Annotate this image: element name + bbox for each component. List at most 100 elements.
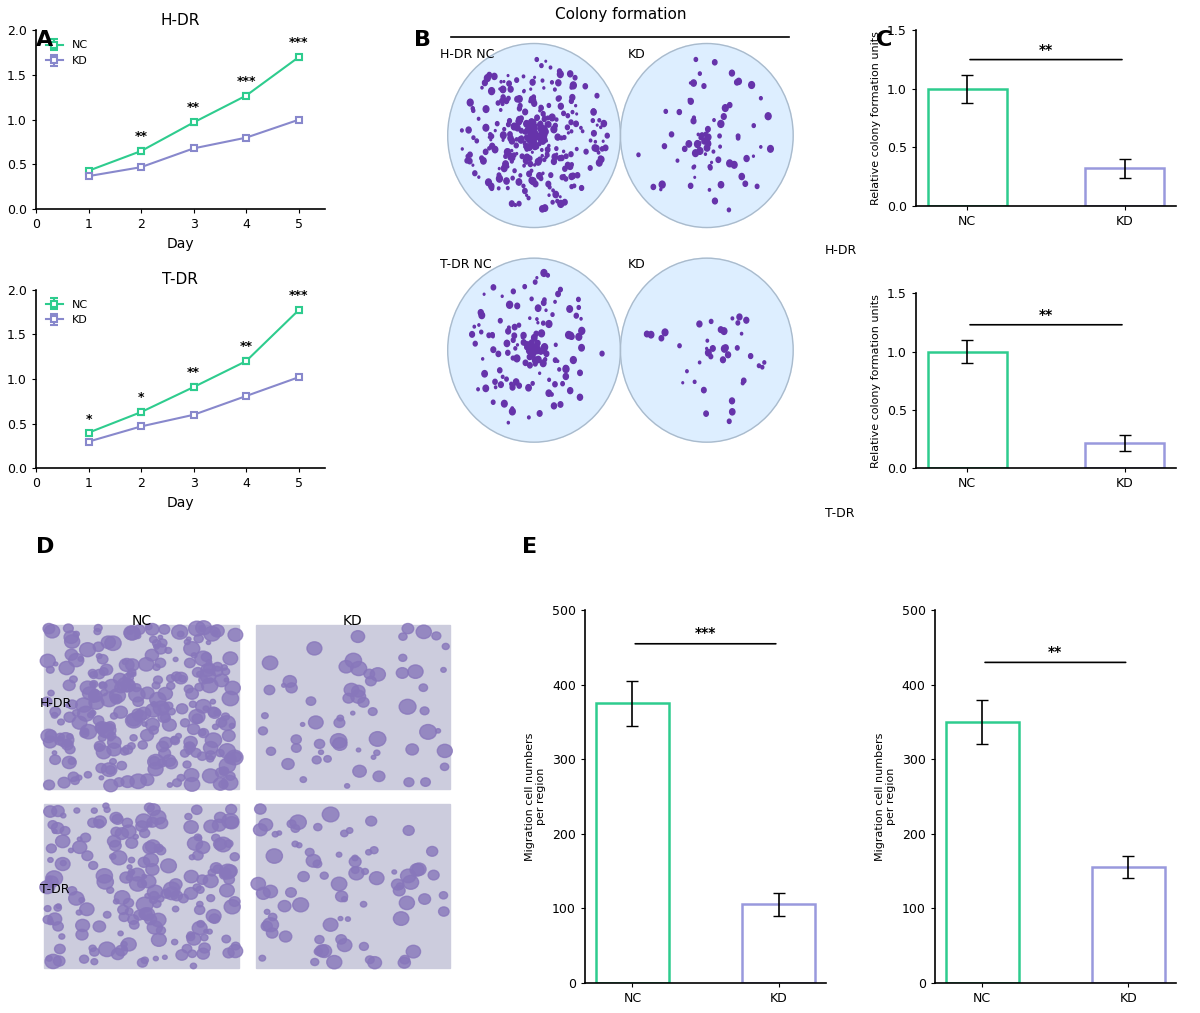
Circle shape [126,658,139,671]
Circle shape [569,152,574,157]
Circle shape [185,639,190,644]
Circle shape [150,636,157,643]
Circle shape [575,313,578,318]
Circle shape [556,134,560,140]
Circle shape [215,837,232,852]
Circle shape [396,883,403,889]
Text: KD: KD [628,48,646,61]
Circle shape [73,631,79,637]
Circle shape [394,885,406,895]
Circle shape [526,194,528,197]
Circle shape [708,165,712,169]
Circle shape [398,654,407,661]
Circle shape [149,891,158,900]
Circle shape [582,130,583,133]
Circle shape [152,901,161,908]
Circle shape [43,623,55,634]
Circle shape [89,696,104,709]
Circle shape [560,175,564,179]
Circle shape [145,840,160,853]
Circle shape [151,933,167,946]
Circle shape [158,712,169,722]
Circle shape [100,776,103,780]
Circle shape [403,875,419,889]
Circle shape [140,774,154,785]
Circle shape [185,870,198,882]
Circle shape [140,908,155,921]
Circle shape [44,625,60,638]
Circle shape [524,154,530,161]
Circle shape [364,670,374,679]
Circle shape [412,863,426,875]
Circle shape [352,867,359,873]
Circle shape [338,917,343,921]
Circle shape [534,143,536,145]
Circle shape [577,298,580,302]
Circle shape [210,625,224,637]
Circle shape [500,132,506,139]
Circle shape [114,706,127,718]
Circle shape [205,751,216,760]
Circle shape [506,165,509,168]
Circle shape [503,81,505,82]
Circle shape [122,819,132,828]
Circle shape [683,146,686,151]
Circle shape [204,626,221,641]
Circle shape [523,90,524,92]
Circle shape [557,96,560,101]
Circle shape [532,133,534,136]
Circle shape [352,855,358,861]
Circle shape [557,360,559,363]
Circle shape [542,137,547,142]
Circle shape [204,742,218,755]
Circle shape [524,341,528,346]
Circle shape [524,130,528,134]
Circle shape [539,330,545,336]
Circle shape [710,346,713,348]
Circle shape [524,130,527,133]
Circle shape [100,668,108,676]
Circle shape [218,744,235,758]
Circle shape [360,902,367,907]
Circle shape [313,860,322,868]
Circle shape [48,821,58,829]
Circle shape [306,697,316,705]
Text: *: * [85,412,91,425]
Circle shape [545,156,547,158]
Circle shape [556,80,560,86]
Circle shape [533,356,534,358]
Circle shape [184,736,197,748]
Circle shape [706,127,710,132]
Circle shape [546,152,548,156]
Circle shape [521,136,523,139]
Circle shape [721,345,727,353]
Circle shape [535,145,539,149]
Circle shape [416,625,431,638]
Circle shape [193,851,203,860]
Circle shape [535,305,541,311]
Circle shape [90,672,97,679]
Circle shape [216,768,227,777]
Circle shape [523,164,526,167]
Circle shape [768,146,773,152]
Text: H-DR: H-DR [826,244,857,257]
Circle shape [564,154,568,158]
Circle shape [95,742,106,751]
Circle shape [145,718,160,730]
Circle shape [540,135,545,141]
Circle shape [536,277,538,279]
Circle shape [94,628,101,634]
Circle shape [167,675,175,682]
Circle shape [736,78,742,84]
Circle shape [199,943,210,953]
Circle shape [536,322,539,324]
Circle shape [508,119,511,124]
Circle shape [206,659,211,665]
Circle shape [143,842,156,854]
Circle shape [662,329,668,335]
Text: **: ** [187,366,200,379]
Circle shape [222,691,239,706]
Circle shape [527,135,532,141]
Circle shape [100,682,106,688]
Circle shape [534,164,535,166]
